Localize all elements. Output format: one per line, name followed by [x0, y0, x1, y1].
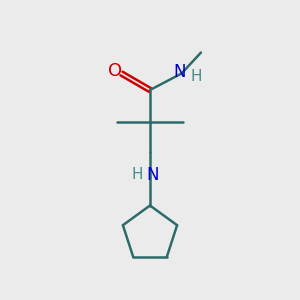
Text: H: H — [132, 167, 143, 182]
Text: N: N — [174, 63, 186, 81]
Text: N: N — [146, 166, 159, 184]
Text: H: H — [190, 69, 202, 84]
Text: O: O — [108, 62, 122, 80]
